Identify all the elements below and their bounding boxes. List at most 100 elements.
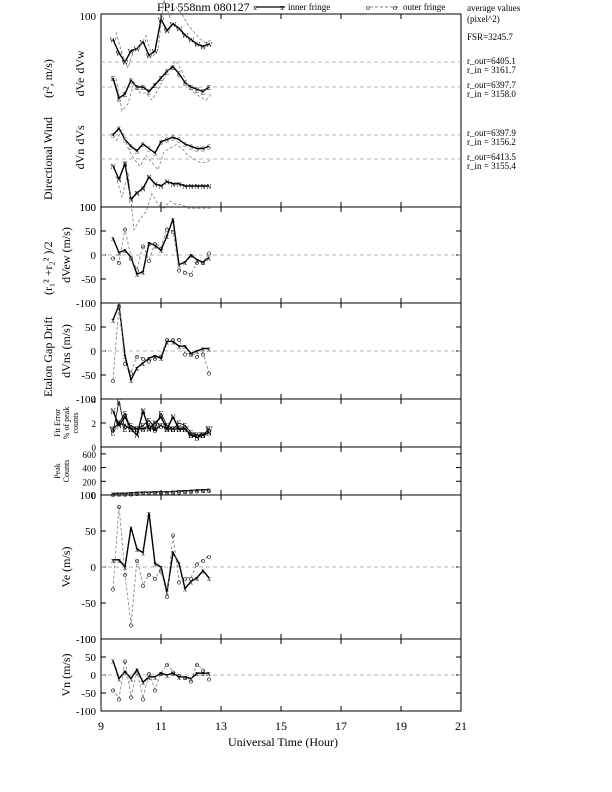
y-tick-label: 50 (85, 652, 97, 664)
data-marker: o (171, 488, 175, 497)
data-marker: x (117, 675, 121, 684)
data-marker: o (159, 488, 163, 497)
data-marker: x (141, 359, 145, 368)
series-line (112, 228, 210, 275)
data-marker: S (111, 425, 115, 434)
data-marker: W (127, 425, 135, 434)
data-marker: W (169, 425, 177, 434)
ring-r-in: r_in = 3161.7 (467, 65, 516, 75)
data-marker: x (171, 549, 175, 558)
data-marker: o (123, 657, 127, 666)
x-tick-label: 9 (98, 719, 104, 733)
series-label: dVw (73, 50, 87, 74)
data-marker: x (165, 232, 169, 241)
data-marker: E (177, 71, 181, 79)
data-marker: x (117, 249, 121, 258)
y-tick-label: 2 (92, 419, 97, 429)
data-marker: o (189, 349, 193, 358)
y-tick-label: 100 (80, 490, 97, 502)
series-line (112, 660, 209, 684)
data-marker: E (183, 80, 187, 88)
data-marker: x (111, 657, 115, 666)
data-marker: W (176, 25, 183, 33)
data-marker: W (139, 425, 147, 434)
data-marker: W (205, 425, 213, 434)
data-marker: S (189, 143, 193, 151)
y-tick-label: 100 (80, 11, 97, 23)
data-marker: S (165, 137, 169, 145)
data-marker: o (159, 352, 163, 361)
data-marker: x (189, 487, 193, 496)
data-marker: o (183, 574, 187, 583)
data-marker: W (170, 21, 177, 29)
data-marker: S (135, 148, 139, 156)
data-marker: E (195, 86, 199, 94)
data-marker: E (141, 421, 146, 430)
y-tick-label: 200 (83, 477, 97, 487)
data-marker: o (123, 490, 127, 499)
data-marker: W (121, 421, 129, 430)
data-marker: E (117, 95, 121, 103)
data-marker: o (135, 667, 139, 676)
data-marker: o (111, 253, 115, 262)
data-marker: x (111, 556, 115, 565)
data-marker: W (133, 425, 141, 434)
data-marker: W (115, 419, 123, 428)
data-marker: o (177, 577, 181, 586)
data-marker: o (141, 241, 145, 250)
y-tick-label: 100 (80, 634, 97, 646)
data-marker: o (147, 669, 151, 678)
data-marker: x (147, 509, 151, 518)
data-marker: S (207, 429, 211, 438)
y-tick-label: -50 (81, 598, 96, 610)
data-marker: S (159, 421, 163, 430)
data-marker: x (195, 347, 199, 356)
data-marker: S (129, 425, 133, 434)
data-marker: E (189, 429, 194, 438)
y-tick-label: 50 (85, 322, 97, 334)
data-marker: E (201, 89, 205, 97)
data-marker: S (195, 146, 199, 154)
data-marker: x (153, 241, 157, 250)
data-marker: x (189, 577, 193, 586)
y-tick-label: -100 (76, 298, 97, 310)
data-marker: o (147, 570, 151, 579)
data-marker: x (135, 545, 139, 554)
data-marker: E (201, 431, 206, 440)
data-marker: o (195, 352, 199, 361)
data-marker: S (153, 426, 157, 435)
data-marker: x (123, 563, 127, 572)
data-marker: x (153, 559, 157, 568)
series-label: dVn (73, 149, 87, 170)
data-marker: x (183, 258, 187, 267)
data-marker: S (141, 425, 145, 434)
data-marker: x (201, 567, 205, 576)
data-marker: x (207, 574, 211, 583)
data-marker: W (146, 52, 153, 60)
data-marker: x (195, 669, 199, 678)
data-marker: N (158, 413, 164, 422)
data-marker: x (159, 669, 163, 678)
data-marker: o (183, 673, 187, 682)
panel-frame (100, 206, 462, 304)
data-marker: x (195, 486, 199, 495)
data-marker: o (171, 335, 175, 344)
legend-inner-label: inner fringe (288, 2, 330, 12)
data-marker: W (181, 425, 189, 434)
data-marker: E (123, 425, 128, 434)
data-marker: S (147, 146, 151, 154)
data-marker: S (141, 141, 145, 149)
data-marker: o (165, 335, 169, 344)
data-marker: S (123, 409, 127, 418)
data-marker: o (171, 667, 175, 676)
y-tick-label: 0 (91, 250, 97, 262)
data-marker: o (195, 258, 199, 267)
series-line (112, 660, 210, 700)
data-marker: x (201, 345, 205, 354)
wind-axis-label: Directional Wind (41, 117, 55, 200)
data-marker: S (153, 150, 157, 158)
data-marker: x (189, 251, 193, 260)
